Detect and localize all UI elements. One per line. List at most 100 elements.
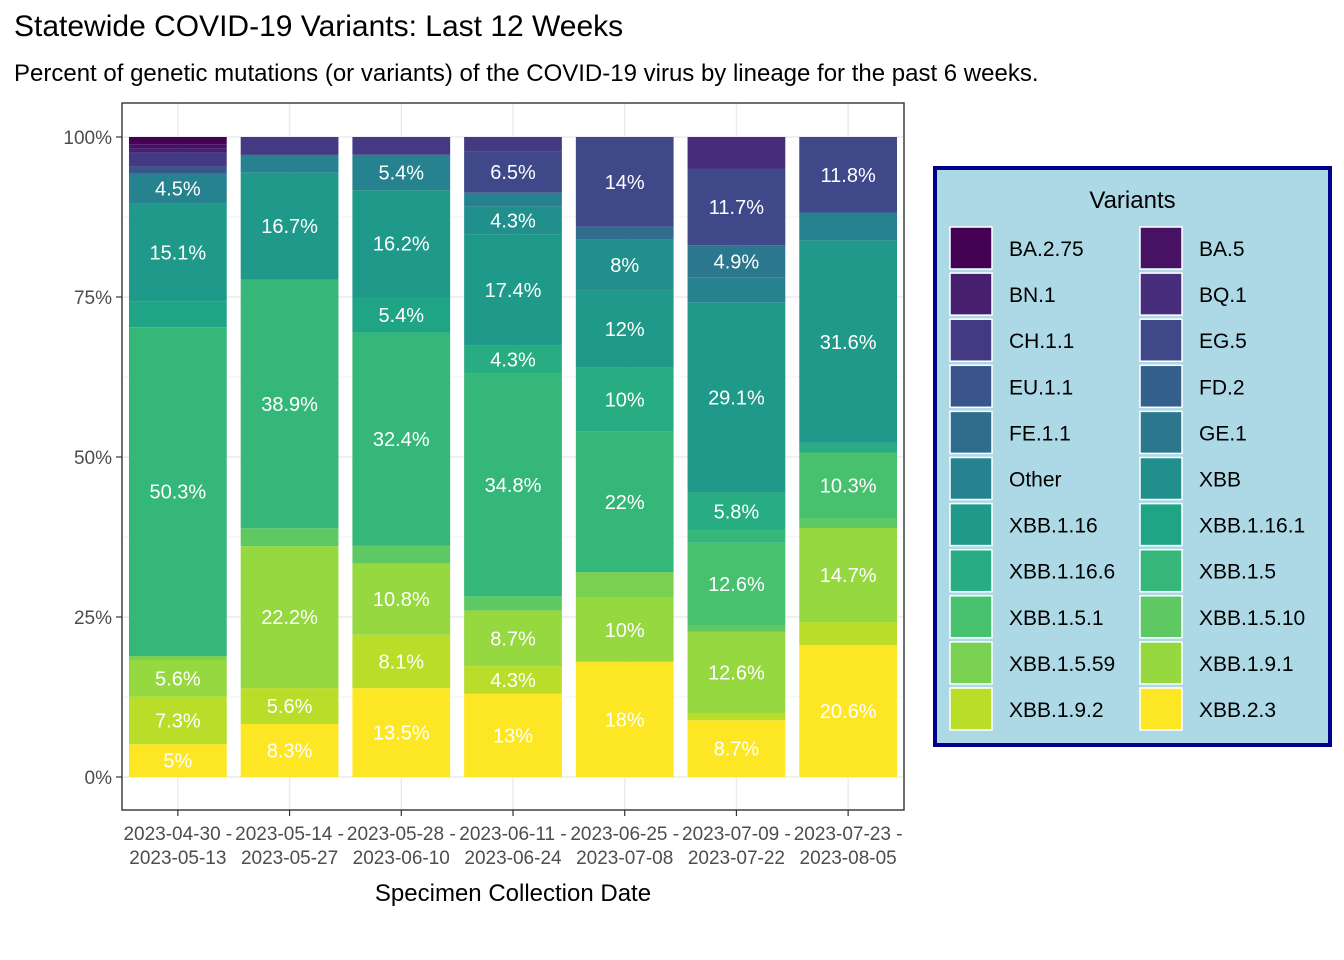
bar-segment (575, 290, 674, 368)
legend-label: BN.1 (1009, 284, 1056, 307)
bar-segment (575, 226, 674, 240)
bar-data-label: 4.5% (155, 178, 201, 200)
bar-segment (128, 327, 227, 657)
bar-data-label: 5.4% (378, 305, 424, 327)
bar-data-label: 4.3% (490, 670, 536, 692)
legend-item: BA.5 (1139, 226, 1245, 270)
bar-segment (464, 151, 562, 193)
legend-swatch (1139, 226, 1183, 270)
bar-segment (799, 645, 898, 777)
bar-segment (464, 206, 562, 235)
x-tick-label: 2023-06-25 -2023-07-08 (570, 824, 679, 869)
legend-swatch (949, 456, 993, 501)
bar-segment (352, 634, 451, 689)
legend-label: XBB.1.5.1 (1009, 607, 1104, 630)
legend-label: FE.1.1 (1009, 422, 1071, 445)
bar-data-label: 8% (610, 255, 639, 277)
bar-data-label: 8.3% (267, 740, 313, 762)
bar-data-label: 5.6% (155, 668, 201, 690)
legend-label: XBB.2.3 (1199, 699, 1276, 722)
bar-data-label: 12.6% (708, 663, 765, 685)
legend-swatch (1139, 456, 1183, 501)
bar-data-label: 15.1% (149, 242, 206, 264)
y-tick-label: 25% (74, 608, 112, 629)
bar-data-label: 38.9% (261, 394, 318, 416)
bar-segment (352, 154, 451, 191)
legend-label: XBB.1.5.59 (1009, 653, 1115, 676)
bar-segment (128, 152, 227, 167)
bar-data-label: 12% (605, 319, 645, 341)
bar-data-label: 31.6% (820, 332, 877, 354)
legend-label: XBB.1.5.10 (1199, 607, 1305, 630)
bar-segment (464, 373, 562, 597)
legend-item: XBB.2.3 (1139, 687, 1276, 731)
y-tick-label: 50% (74, 448, 112, 469)
bar-segment (687, 137, 786, 169)
legend-label: XBB.1.9.2 (1009, 699, 1104, 722)
bar-data-label: 50.3% (149, 482, 206, 504)
bar-segment (464, 693, 562, 777)
legend-label: XBB.1.9.1 (1199, 653, 1294, 676)
bar-data-label: 12.6% (708, 574, 765, 596)
legend-item: Other (949, 456, 1062, 501)
legend-item: XBB (1139, 456, 1241, 501)
bar-segment (352, 563, 451, 635)
bar-data-label: 4.9% (714, 251, 760, 273)
bar-segment (128, 301, 227, 328)
bar-segment (464, 234, 562, 346)
bar-data-label: 5.6% (267, 696, 313, 718)
legend-label: EU.1.1 (1009, 376, 1073, 399)
bar-data-label: 5.4% (378, 163, 424, 185)
legend-item: BQ.1 (1139, 272, 1247, 316)
legend-label: BA.5 (1199, 238, 1245, 261)
x-tick-label: 2023-05-14 -2023-05-27 (235, 824, 344, 869)
bar-data-label: 20.6% (820, 701, 877, 723)
bar-segment (352, 332, 451, 546)
legend-item: FE.1.1 (949, 410, 1071, 455)
data-labels: 4.5% 15.1% 50.3% 5.6% 7.3% 5% 16.7% 38.9% 22.2% 5… (149, 162, 876, 773)
bar-segment (464, 192, 562, 207)
legend-title: Variants (1089, 187, 1175, 214)
bar-data-label: 7.3% (155, 710, 201, 732)
bar-segment (128, 166, 227, 174)
legend-swatch (949, 641, 993, 685)
bar-data-label: 14.7% (820, 565, 877, 587)
y-tick-label: 100% (63, 128, 112, 149)
bar-segment (799, 240, 898, 443)
bar-segment (240, 688, 339, 724)
bar-data-label: 10% (605, 620, 645, 642)
legend-swatch (949, 364, 993, 409)
bar-data-label: 17.4% (485, 280, 542, 302)
x-tick-label: 2023-07-23 -2023-08-05 (794, 824, 903, 869)
bar-segment (799, 137, 898, 213)
legend-label: Other (1009, 469, 1062, 492)
bar-data-label: 5% (163, 751, 192, 773)
bar-segment (575, 661, 674, 777)
legend-label: XBB.1.16.6 (1009, 561, 1115, 584)
legend-item: CH.1.1 (949, 318, 1074, 362)
bar-segment (464, 345, 562, 374)
legend-item: XBB.1.9.1 (1139, 641, 1294, 685)
legend-item: XBB.1.5.1 (949, 595, 1104, 639)
legend-label: BA.2.75 (1009, 238, 1084, 261)
bar-segment (687, 492, 786, 531)
legend-swatch (949, 548, 993, 593)
legend-item: XBB.1.5 (1139, 548, 1276, 593)
bar-segment (799, 452, 898, 519)
bar-segment (240, 528, 339, 547)
bar-segment (575, 137, 674, 227)
legend-swatch (1139, 687, 1183, 731)
legend-label: XBB.1.16 (1009, 515, 1098, 538)
chart-title: Statewide COVID-19 Variants: Last 12 Wee… (14, 10, 624, 43)
bar-data-label: 10.3% (820, 475, 877, 497)
bar-data-label: 4.3% (490, 350, 536, 372)
bar-segment (687, 720, 786, 777)
x-tick-label: 2023-05-28 -2023-06-10 (347, 824, 456, 869)
legend-item: GE.1 (1139, 410, 1247, 455)
bar-data-label: 18% (605, 709, 645, 731)
bar-segment (240, 546, 339, 689)
bar-data-label: 13.5% (373, 723, 430, 745)
bar-segment (240, 279, 339, 529)
bar-segment (575, 572, 674, 598)
legend-swatch (949, 687, 993, 731)
